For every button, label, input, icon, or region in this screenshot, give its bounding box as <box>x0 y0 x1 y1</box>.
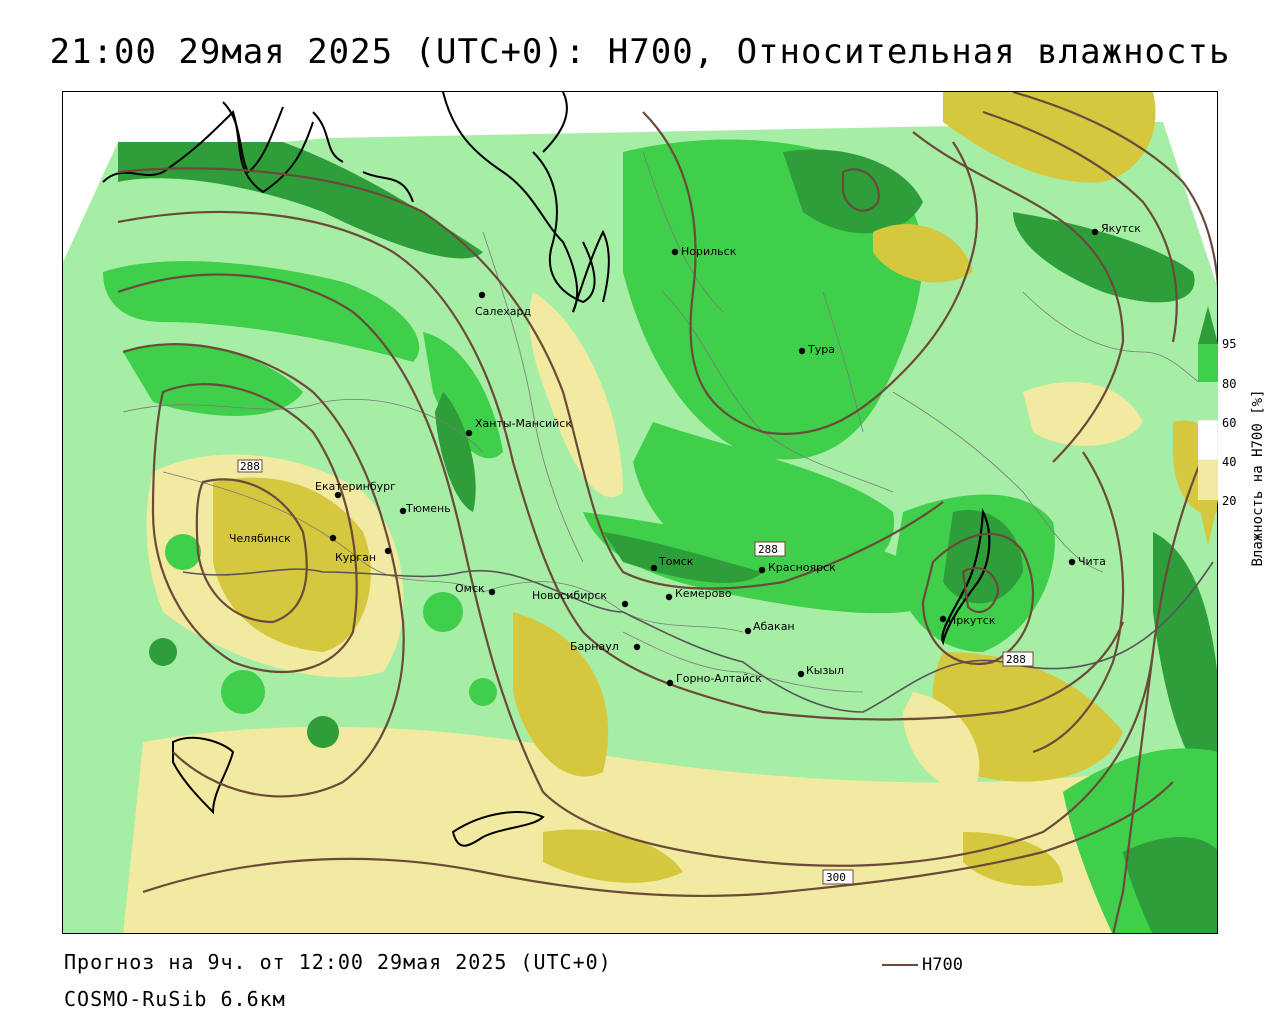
baikal-lake <box>941 507 991 646</box>
city-kyzyl: Кызыл <box>797 664 844 678</box>
humidity-field <box>63 92 1217 933</box>
city-tyumen: Тюмень <box>399 502 451 515</box>
caspian-sea <box>172 736 235 815</box>
city-norilsk: Норильск <box>671 245 737 258</box>
svg-text:Иркутск: Иркутск <box>948 614 996 627</box>
svg-text:Тура: Тура <box>807 343 835 356</box>
colorbar-tick-80: 80 <box>1222 377 1237 391</box>
city-abakan: Абакан <box>744 620 795 635</box>
city-kemerovo: Кемерово <box>665 587 732 601</box>
colorbar-tick-20: 20 <box>1222 494 1237 508</box>
map-title: 21:00 29мая 2025 (UTC+0): H700, Относите… <box>49 32 1231 72</box>
city-chelyabinsk: Челябинск <box>229 532 337 545</box>
isoline-label-300: 300 <box>826 871 846 884</box>
colorbar-tick-95: 95 <box>1222 337 1237 351</box>
h700-isolines <box>117 92 1217 933</box>
svg-text:Тюмень: Тюмень <box>405 502 451 515</box>
country-border <box>182 561 1214 713</box>
svg-text:Омск: Омск <box>455 582 485 595</box>
model-name: COSMO-RuSib 6.6км <box>64 987 286 1011</box>
svg-text:Новосибирск: Новосибирск <box>532 589 607 602</box>
svg-text:Екатеринбург: Екатеринбург <box>315 480 396 493</box>
isoline-labels: 288 288 300 288 <box>237 459 1034 885</box>
svg-text:Горно-Алтайск: Горно-Алтайск <box>676 672 762 685</box>
isoline-legend: H700 <box>882 955 963 975</box>
isoline-label-288-east: 288 <box>1006 653 1026 666</box>
coastlines <box>102 92 610 313</box>
svg-text:Ханты-Мансийск: Ханты-Мансийск <box>475 417 572 430</box>
city-krasnoyarsk: Красноярск <box>758 561 836 574</box>
balkhash-lake <box>451 811 545 847</box>
city-tura: Тура <box>798 343 835 356</box>
city-barnaul: Барнаул <box>570 640 641 653</box>
city-irkutsk: Иркутск <box>939 614 996 627</box>
svg-text:Норильск: Норильск <box>681 245 737 258</box>
isoline-label-288: 288 <box>758 543 778 556</box>
svg-text:Кызыл: Кызыл <box>806 664 844 677</box>
city-yakutsk: Якутск <box>1091 222 1141 236</box>
city-kurgan: Курган <box>335 547 392 564</box>
legend-line-swatch <box>882 964 918 966</box>
city-tomsk: Томск <box>650 555 694 572</box>
city-omsk: Омск <box>455 582 496 596</box>
svg-text:Абакан: Абакан <box>753 620 795 633</box>
map-panel: 288 288 300 288 Норильск Якутск Салехард <box>62 91 1218 934</box>
city-ekaterinburg: Екатеринбург <box>315 480 396 499</box>
colorbar-tick-40: 40 <box>1222 455 1237 469</box>
svg-text:Курган: Курган <box>335 551 376 564</box>
svg-text:Красноярск: Красноярск <box>768 561 836 574</box>
city-salekhard: Салехард <box>475 291 531 318</box>
isoline-label-288-west: 288 <box>240 460 260 473</box>
city-chita: Чита <box>1068 555 1106 568</box>
svg-text:Якутск: Якутск <box>1101 222 1141 235</box>
humidity-colorbar <box>1198 306 1218 546</box>
svg-text:Томск: Томск <box>658 555 694 568</box>
city-khanty-mansiysk: Ханты-Мансийск <box>465 417 572 437</box>
forecast-info: Прогноз на 9ч. от 12:00 29мая 2025 (UTC+… <box>64 950 612 974</box>
svg-text:Чита: Чита <box>1078 555 1106 568</box>
colorbar-tick-60: 60 <box>1222 416 1237 430</box>
legend-label: H700 <box>922 955 963 975</box>
svg-text:Барнаул: Барнаул <box>570 640 619 653</box>
city-novosibirsk: Новосибирск <box>532 589 629 608</box>
svg-text:Челябинск: Челябинск <box>229 532 291 545</box>
svg-text:Салехард: Салехард <box>475 305 531 318</box>
svg-text:Кемерово: Кемерово <box>675 587 732 600</box>
city-gorno-altaysk: Горно-Алтайск <box>666 672 762 687</box>
colorbar-title: Влажность на H700 [%] <box>1250 389 1266 567</box>
humidity-map: 288 288 300 288 Норильск Якутск Салехард <box>63 92 1217 933</box>
cities: Норильск Якутск Салехард Тура Ханты-Манс… <box>229 222 1141 687</box>
